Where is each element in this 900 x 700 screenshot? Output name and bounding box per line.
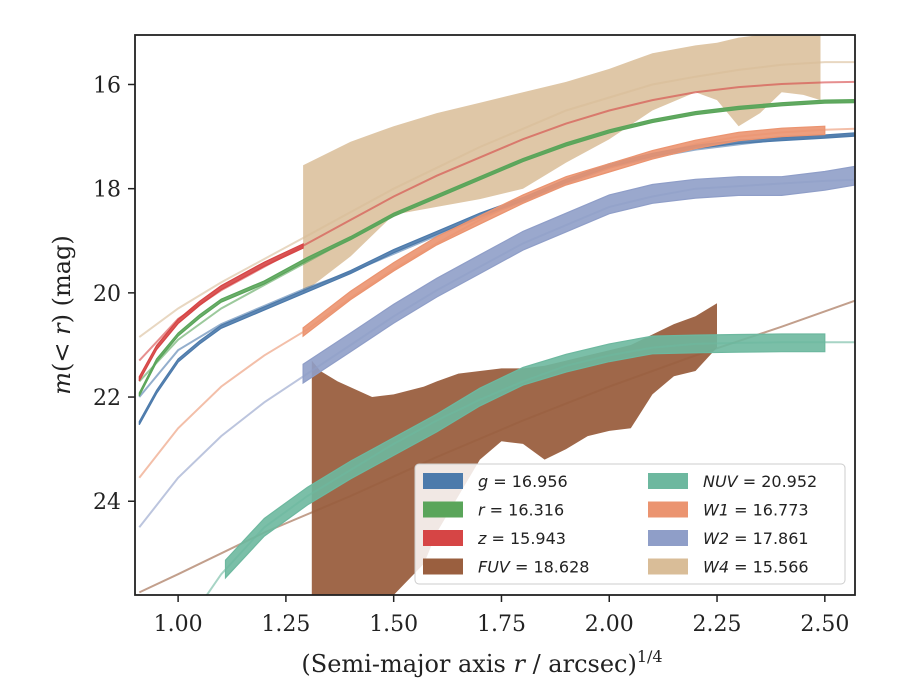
band-w4 <box>303 35 821 293</box>
legend-item-fuv: FUV = 18.628 <box>423 558 589 577</box>
x-axis-label: (Semi-major axis r / arcsec)1/4 <box>301 647 662 678</box>
legend-label: W1 = 16.773 <box>703 501 809 520</box>
data-curves <box>138 98 855 580</box>
x-tick-label: 1.75 <box>477 612 526 637</box>
data-curve-r <box>138 98 855 397</box>
legend-item-w2: W2 = 17.861 <box>648 529 809 548</box>
legend-item-z: z = 15.943 <box>423 529 566 548</box>
legend-swatch <box>423 530 463 546</box>
legend-swatch <box>648 558 688 575</box>
data-curve-z <box>138 242 304 382</box>
band-fuv <box>311 303 717 595</box>
legend: g = 16.956 r = 16.316 z = 15.943 FUV = 18.6… <box>414 463 846 585</box>
data-curve-w2 <box>302 165 855 385</box>
y-axis-ticks: 16 18 20 22 24 <box>93 73 135 515</box>
data-curve-g <box>138 132 855 425</box>
plot-frame <box>134 34 856 596</box>
legend-swatch <box>648 501 688 518</box>
legend-item-g: g = 16.956 <box>423 472 568 491</box>
legend-label: FUV = 18.628 <box>478 558 589 577</box>
y-tick-label: 16 <box>93 73 121 98</box>
x-tick-label: 2.25 <box>693 612 742 637</box>
legend-label: W2 = 17.861 <box>703 529 809 548</box>
legend-swatch <box>423 473 463 489</box>
data-bands <box>303 35 821 595</box>
data-curve-nuv <box>224 333 826 580</box>
legend-swatch <box>648 473 688 489</box>
legend-label: W4 = 15.566 <box>703 558 809 577</box>
legend-swatch <box>648 530 688 546</box>
y-tick-label: 24 <box>93 490 121 515</box>
legend-box <box>414 463 846 585</box>
legend-label: r = 16.316 <box>478 501 564 520</box>
legend-item-r: r = 16.316 <box>423 501 564 520</box>
legend-label: NUV = 20.952 <box>703 472 817 491</box>
legend-label: g = 16.956 <box>478 472 568 491</box>
y-axis-label: m(< r) (mag) <box>48 235 76 395</box>
fit-curve-w4 <box>138 61 855 338</box>
legend-swatch <box>423 501 463 518</box>
x-tick-label: 1.50 <box>369 612 418 637</box>
x-tick-label: 2.00 <box>585 612 634 637</box>
legend-swatch <box>423 558 463 575</box>
legend-item-w1: W1 = 16.773 <box>648 501 809 520</box>
legend-item-nuv: NUV = 20.952 <box>648 472 817 491</box>
x-tick-label: 1.25 <box>261 612 310 637</box>
x-axis-ticks: 1.00 1.25 1.50 1.75 2.00 2.25 2.50 <box>154 595 849 637</box>
y-tick-label: 22 <box>93 386 121 411</box>
x-tick-label: 2.50 <box>800 612 849 637</box>
y-tick-label: 20 <box>93 282 121 307</box>
legend-item-w4: W4 = 15.566 <box>648 558 809 577</box>
legend-label: z = 15.943 <box>477 529 566 548</box>
x-tick-label: 1.00 <box>154 612 203 637</box>
data-curve-w1 <box>302 125 826 338</box>
x-axis-label-superscript: 1/4 <box>637 647 663 666</box>
y-tick-label: 18 <box>93 178 121 203</box>
